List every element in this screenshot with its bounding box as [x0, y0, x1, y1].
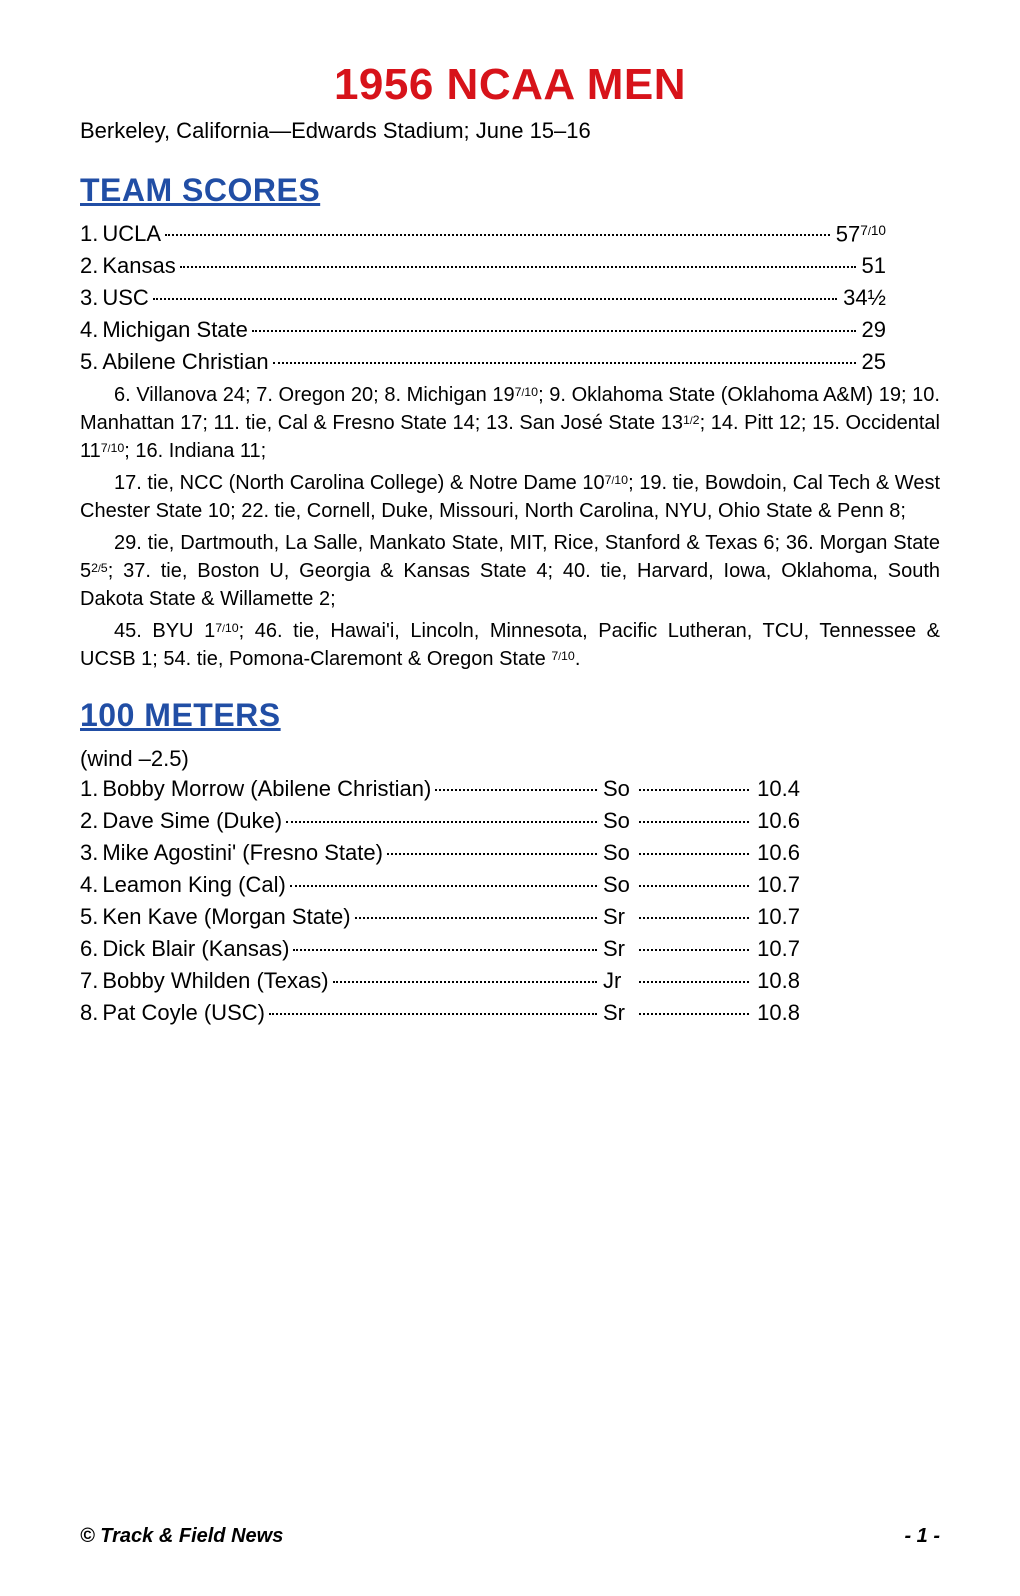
result-rank: 5.: [80, 904, 98, 930]
result-rank: 4.: [80, 872, 98, 898]
page-title: 1956 NCAA MEN: [80, 60, 940, 110]
leader-dots: [293, 949, 597, 951]
page-footer: © Track & Field News - 1 -: [80, 1525, 940, 1548]
result-class: So: [603, 840, 633, 866]
leader-dots: [180, 266, 856, 268]
result-row: 7. Bobby Whilden (Texas) Jr 10.8: [80, 968, 800, 994]
result-athlete: Dick Blair (Kansas): [102, 936, 289, 962]
result-athlete: Mike Agostini' (Fresno State): [102, 840, 383, 866]
result-rank: 1.: [80, 776, 98, 802]
leader-dots: [639, 1013, 749, 1015]
leader-dots: [639, 981, 749, 983]
leader-dots: [153, 298, 837, 300]
result-time: 10.8: [755, 1000, 800, 1026]
leader-dots: [639, 789, 749, 791]
team-score-value: 577/10: [836, 221, 886, 247]
team-score-rank: 3.: [80, 285, 98, 311]
leader-dots: [286, 821, 597, 823]
result-athlete: Bobby Whilden (Texas): [102, 968, 328, 994]
result-athlete: Ken Kave (Morgan State): [102, 904, 350, 930]
result-row: 4. Leamon King (Cal) So 10.7: [80, 872, 800, 898]
leader-dots: [639, 885, 749, 887]
result-time: 10.7: [755, 936, 800, 962]
team-score-rank: 1.: [80, 221, 98, 247]
leader-dots: [355, 917, 597, 919]
team-score-rank: 5.: [80, 349, 98, 375]
100m-header: 100 METERS: [80, 697, 940, 734]
team-score-name: Kansas: [102, 253, 175, 279]
team-scores-para-1: 6. Villanova 24; 7. Oregon 20; 8. Michig…: [80, 381, 940, 465]
team-scores-para-3: 29. tie, Dartmouth, La Salle, Mankato St…: [80, 529, 940, 613]
result-rank: 8.: [80, 1000, 98, 1026]
footer-page-number: - 1 -: [904, 1525, 940, 1548]
leader-dots: [269, 1013, 597, 1015]
team-score-name: USC: [102, 285, 148, 311]
team-scores-para-2: 17. tie, NCC (North Carolina College) & …: [80, 469, 940, 525]
leader-dots: [333, 981, 597, 983]
leader-dots: [639, 917, 749, 919]
team-score-rank: 2.: [80, 253, 98, 279]
result-time: 10.8: [755, 968, 800, 994]
result-row: 1. Bobby Morrow (Abilene Christian) So 10.…: [80, 776, 800, 802]
result-rank: 7.: [80, 968, 98, 994]
leader-dots: [435, 789, 597, 791]
result-time: 10.7: [755, 904, 800, 930]
team-score-value: 51: [862, 253, 886, 279]
team-scores-header: TEAM SCORES: [80, 172, 940, 209]
team-score-row: 5. Abilene Christian 25: [80, 349, 886, 375]
leader-dots: [387, 853, 597, 855]
result-rank: 6.: [80, 936, 98, 962]
result-class: Sr: [603, 936, 633, 962]
result-athlete: Leamon King (Cal): [102, 872, 285, 898]
leader-dots: [165, 234, 830, 236]
result-athlete: Dave Sime (Duke): [102, 808, 282, 834]
result-row: 6. Dick Blair (Kansas) Sr 10.7: [80, 936, 800, 962]
team-score-value: 29: [862, 317, 886, 343]
leader-dots: [273, 362, 856, 364]
result-rank: 3.: [80, 840, 98, 866]
team-score-row: 1. UCLA 577/10: [80, 221, 886, 247]
page-subtitle: Berkeley, California—Edwards Stadium; Ju…: [80, 118, 940, 144]
result-class: Sr: [603, 904, 633, 930]
result-row: 8. Pat Coyle (USC) Sr 10.8: [80, 1000, 800, 1026]
team-score-row: 2. Kansas 51: [80, 253, 886, 279]
result-time: 10.4: [755, 776, 800, 802]
result-row: 5. Ken Kave (Morgan State) Sr 10.7: [80, 904, 800, 930]
leader-dots: [252, 330, 856, 332]
result-class: So: [603, 776, 633, 802]
team-score-row: 3. USC 34½: [80, 285, 886, 311]
100m-wind: (wind –2.5): [80, 746, 940, 772]
team-score-name: UCLA: [102, 221, 161, 247]
result-athlete: Pat Coyle (USC): [102, 1000, 265, 1026]
leader-dots: [639, 853, 749, 855]
result-class: So: [603, 808, 633, 834]
leader-dots: [639, 821, 749, 823]
footer-copyright: © Track & Field News: [80, 1525, 283, 1548]
result-time: 10.6: [755, 840, 800, 866]
result-row: 2. Dave Sime (Duke) So 10.6: [80, 808, 800, 834]
result-class: Sr: [603, 1000, 633, 1026]
result-class: Jr: [603, 968, 633, 994]
result-row: 3. Mike Agostini' (Fresno State) So 10.6: [80, 840, 800, 866]
team-scores-top5: 1. UCLA 577/10 2. Kansas 51 3. USC 34½ 4. Mich…: [80, 221, 886, 375]
team-score-value: 25: [862, 349, 886, 375]
team-scores-para-4: 45. BYU 17/10; 46. tie, Hawai'i, Lincoln…: [80, 617, 940, 673]
result-time: 10.6: [755, 808, 800, 834]
leader-dots: [639, 949, 749, 951]
result-athlete: Bobby Morrow (Abilene Christian): [102, 776, 431, 802]
result-class: So: [603, 872, 633, 898]
team-score-rank: 4.: [80, 317, 98, 343]
100m-results: 1. Bobby Morrow (Abilene Christian) So 10.…: [80, 776, 940, 1026]
team-score-row: 4. Michigan State 29: [80, 317, 886, 343]
result-time: 10.7: [755, 872, 800, 898]
leader-dots: [290, 885, 597, 887]
result-rank: 2.: [80, 808, 98, 834]
team-score-value: 34½: [843, 285, 886, 311]
team-score-name: Abilene Christian: [102, 349, 268, 375]
team-score-name: Michigan State: [102, 317, 248, 343]
